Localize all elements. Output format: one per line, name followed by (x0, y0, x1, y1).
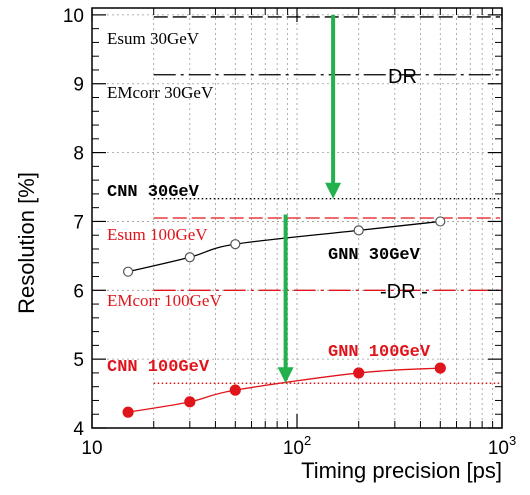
x-axis-title: Timing precision [ps] (301, 458, 502, 483)
data-point (435, 216, 446, 227)
y-tick-label: 7 (73, 212, 84, 233)
data-point (122, 406, 134, 418)
label-gnn-30gev: GNN 30GeV (328, 246, 421, 265)
arrow-head (277, 367, 294, 384)
y-tick-label: 10 (63, 6, 84, 27)
y-tick-label: 9 (73, 75, 84, 96)
data-point (434, 362, 446, 374)
label-esum-30gev: Esum 30GeV (107, 29, 200, 48)
data-point (353, 225, 364, 236)
x-tick-label: 103 (488, 433, 516, 459)
y-tick-label: 6 (73, 281, 84, 302)
label-gnn-100gev: GNN 100GeV (328, 343, 431, 362)
data-point (184, 396, 196, 408)
y-tick-label: 5 (73, 350, 84, 371)
data-point (230, 239, 241, 250)
y-axis-title: Resolution [%] (14, 172, 39, 314)
label-emcorr-30gev: EMcorr 30GeV (107, 83, 214, 102)
label-emcorr-100gev: EMcorr 100GeV (107, 291, 222, 310)
label-dr-top: DR (388, 66, 417, 88)
label-esum-100gev: Esum 100GeV (107, 225, 208, 244)
label-dr-bottom: -DR - (380, 281, 428, 303)
arrows (277, 14, 342, 384)
series (122, 216, 446, 418)
label-cnn-30gev: CNN 30GeV (107, 183, 200, 202)
y-tick-label: 4 (73, 419, 84, 440)
label-cnn-100gev: CNN 100GeV (107, 358, 210, 377)
data-point (122, 266, 134, 277)
ticks: 4 5 6 7 8 9 10 10 102 103 (63, 6, 516, 459)
y-tick-label: 8 (73, 144, 84, 165)
x-tick-label: 102 (283, 433, 311, 459)
x-tick-label: 10 (81, 438, 102, 459)
data-point (229, 384, 241, 396)
series-line (127, 220, 441, 273)
arrow-head (325, 182, 342, 199)
data-point (353, 367, 365, 379)
data-point (184, 252, 195, 263)
reference-lines (153, 16, 500, 384)
series-line (127, 367, 441, 413)
